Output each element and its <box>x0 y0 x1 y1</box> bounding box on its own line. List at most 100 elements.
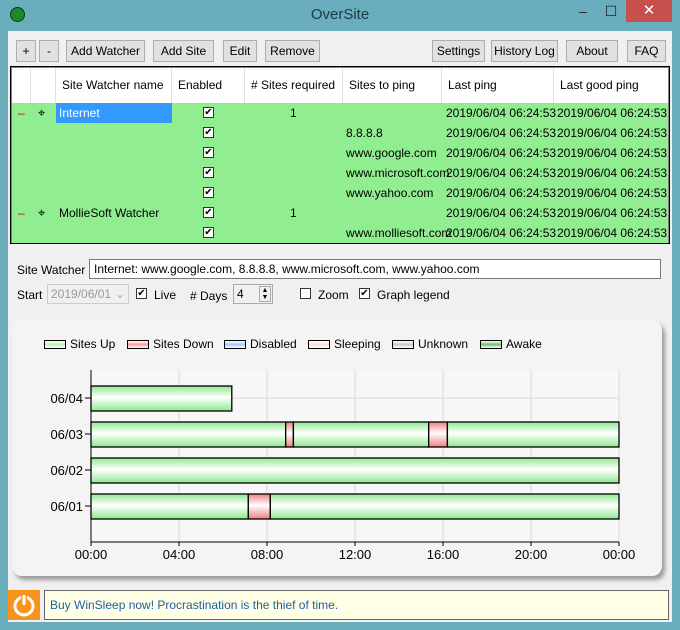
table-row[interactable]: ✔ www.microsoft.com 2019/06/04 06:24:53 201… <box>12 163 668 183</box>
start-date-picker[interactable]: 2019/06/01 ⌄ <box>47 284 129 304</box>
table-row[interactable]: ✔ www.molliesoft.com 2019/06/04 06:24:53 20… <box>12 223 668 243</box>
enabled-checkbox[interactable]: ✔ <box>203 107 214 118</box>
last-good-ping: 2019/06/04 06:24:53 <box>557 226 668 240</box>
remove-button[interactable]: Remove <box>265 40 320 62</box>
last-ping: 2019/06/04 06:24:53 <box>446 146 557 160</box>
table-row[interactable]: – ⌖ Internet ✔ 1 2019/06/04 06:24:53 2019/06/0… <box>12 103 668 123</box>
header-expander <box>12 68 31 103</box>
about-button[interactable]: About <box>566 40 618 62</box>
last-ping: 2019/06/04 06:24:53 <box>446 166 557 180</box>
legend-label: Sites Down <box>153 337 214 351</box>
site-to-ping: www.yahoo.com <box>346 186 434 200</box>
globe-icon <box>10 7 25 22</box>
table-row[interactable]: ✔ www.google.com 2019/06/04 06:24:53 2019/0… <box>12 143 668 163</box>
enabled-checkbox[interactable]: ✔ <box>203 207 214 218</box>
timeline-segment <box>446 421 620 448</box>
spin-arrows-icon[interactable]: ▲ ▼ <box>259 286 271 302</box>
legend-swatch <box>308 340 330 350</box>
last-ping: 2019/06/04 06:24:53 <box>446 206 557 220</box>
watcher-name[interactable] <box>56 143 172 163</box>
settings-button[interactable]: Settings <box>432 40 485 62</box>
close-button[interactable]: ✕ <box>626 0 672 22</box>
expand-all-button[interactable]: + <box>16 40 36 62</box>
site-watcher-grid[interactable]: Site Watcher name Enabled # Sites requir… <box>10 66 670 244</box>
graph-legend-checkbox[interactable]: ✔ <box>359 288 370 299</box>
days-value: 4 <box>237 287 244 301</box>
add-watcher-button[interactable]: Add Watcher <box>66 40 145 62</box>
expander-toggle[interactable]: – <box>18 106 25 120</box>
sites-required: 1 <box>290 206 297 220</box>
add-site-button[interactable]: Add Site <box>153 40 214 62</box>
last-ping: 2019/06/04 06:24:53 <box>446 126 557 140</box>
site-to-ping: www.microsoft.com <box>346 166 450 180</box>
legend-swatch <box>44 340 66 350</box>
power-icon[interactable] <box>8 590 40 620</box>
zoom-label: Zoom <box>318 288 349 302</box>
watcher-name[interactable]: MollieSoft Watcher <box>59 206 160 220</box>
table-row[interactable]: ✔ www.yahoo.com 2019/06/04 06:24:53 2019/06… <box>12 183 668 203</box>
enabled-checkbox[interactable]: ✔ <box>203 127 214 138</box>
timeline-segment <box>90 385 233 412</box>
legend-label: Awake <box>506 337 542 351</box>
enabled-checkbox[interactable]: ✔ <box>203 227 214 238</box>
header-sites-to-ping[interactable]: Sites to ping <box>343 68 442 103</box>
legend-label: Sleeping <box>334 337 381 351</box>
header-name[interactable]: Site Watcher name <box>56 68 172 103</box>
header-enabled[interactable]: Enabled <box>172 68 245 103</box>
y-tick-label: 06/02 <box>50 463 83 478</box>
table-row[interactable]: – ⌖ MollieSoft Watcher ✔ 1 2019/06/04 06:24:5… <box>12 203 668 223</box>
last-ping: 2019/06/04 06:24:53 <box>446 186 557 200</box>
last-good-ping: 2019/06/04 06:24:53 <box>557 126 668 140</box>
legend-item: Sites Down <box>127 337 214 351</box>
collapse-all-button[interactable]: - <box>39 40 59 62</box>
enabled-checkbox[interactable]: ✔ <box>203 187 214 198</box>
timeline-segment <box>428 421 449 448</box>
y-tick-label: 06/03 <box>50 427 83 442</box>
x-tick-label: 00:00 <box>75 547 108 562</box>
zoom-checkbox[interactable] <box>300 288 311 299</box>
enabled-checkbox[interactable]: ✔ <box>203 147 214 158</box>
start-date-value: 2019/06/01 <box>51 287 112 301</box>
history-log-button[interactable]: History Log <box>491 40 558 62</box>
watcher-name[interactable] <box>56 183 172 203</box>
graph-legend-label: Graph legend <box>377 288 450 302</box>
window-title: OverSite <box>310 6 370 23</box>
x-tick-label: 12:00 <box>339 547 372 562</box>
watcher-name[interactable] <box>56 163 172 183</box>
promo-banner[interactable]: Buy WinSleep now! Procrastination is the… <box>44 590 669 620</box>
expander-toggle[interactable]: – <box>18 206 25 220</box>
last-good-ping: 2019/06/04 06:24:53 <box>557 186 668 200</box>
x-tick-label: 16:00 <box>427 547 460 562</box>
y-tick-label: 06/04 <box>50 391 83 406</box>
header-last-ping[interactable]: Last ping <box>442 68 554 103</box>
maximize-button[interactable]: ☐ <box>604 3 618 19</box>
last-ping: 2019/06/04 06:24:53 <box>446 106 557 120</box>
timeline-segment <box>90 457 620 484</box>
edit-button[interactable]: Edit <box>223 40 257 62</box>
header-sites-required[interactable]: # Sites required <box>245 68 343 103</box>
minimize-button[interactable]: – <box>579 3 587 19</box>
x-tick-label: 20:00 <box>515 547 548 562</box>
start-label: Start <box>17 288 43 302</box>
header-last-good-ping[interactable]: Last good ping <box>560 78 639 92</box>
live-checkbox[interactable]: ✔ <box>136 288 147 299</box>
watcher-name[interactable] <box>56 223 172 243</box>
days-stepper[interactable]: 4 ▲ ▼ <box>233 284 273 304</box>
header-icon <box>31 68 56 103</box>
live-label: Live <box>154 288 177 302</box>
x-tick-label: 08:00 <box>251 547 284 562</box>
site-watcher-field[interactable]: Internet: www.google.com, 8.8.8.8, www.m… <box>89 259 661 279</box>
timeline-segment <box>269 493 620 520</box>
x-tick-label: 00:00 <box>603 547 636 562</box>
legend-swatch <box>392 340 414 350</box>
enabled-checkbox[interactable]: ✔ <box>203 167 214 178</box>
timeline-segment <box>90 493 249 520</box>
antenna-icon: ⌖ <box>38 105 46 120</box>
watcher-name[interactable]: Internet <box>56 103 172 123</box>
faq-button[interactable]: FAQ <box>627 40 666 62</box>
watcher-name[interactable] <box>56 123 172 143</box>
timeline-segment <box>90 421 287 448</box>
table-row[interactable]: ✔ 8.8.8.8 2019/06/04 06:24:53 2019/06/04 06… <box>12 123 668 143</box>
site-to-ping: www.molliesoft.com <box>346 226 452 240</box>
last-good-ping: 2019/06/04 06:24:53 <box>557 106 668 120</box>
